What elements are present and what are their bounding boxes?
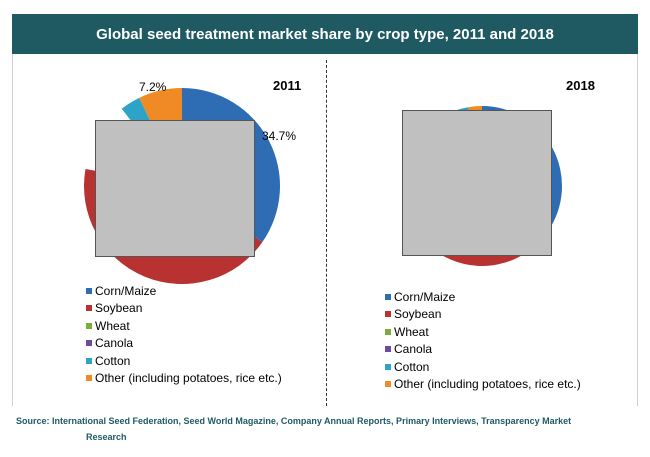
legend-swatch-canola	[385, 346, 391, 353]
legend-swatch-corn-maize	[385, 293, 391, 300]
legend-swatch-other-including-potatoes-rice-etc	[385, 381, 391, 388]
legend-item-soybean-2018: Soybean	[385, 306, 581, 324]
chart-title: Global seed treatment market share by cr…	[12, 14, 638, 54]
legend-swatch-soybean	[385, 311, 391, 318]
legend-item-cotton-2011: Cotton	[86, 352, 282, 370]
legend-swatch-other-including-potatoes-rice-etc	[86, 375, 92, 382]
legend-swatch-wheat	[86, 322, 92, 329]
chart-frame	[12, 54, 638, 406]
legend-item-soybean-2011: Soybean	[86, 300, 282, 318]
legend-item-other-including-potatoes-rice-etc-2018: Other (including potatoes, rice etc.)	[385, 376, 581, 394]
legend-2011: Corn/Maize Soybean Wheat Canola Cotton Other …	[86, 282, 282, 387]
image-placeholder-2011	[95, 120, 255, 257]
legend-item-other-including-potatoes-rice-etc-2011: Other (including potatoes, rice etc.)	[86, 370, 282, 388]
legend-label-other-including-potatoes-rice-etc: Other (including potatoes, rice etc.)	[95, 371, 282, 386]
legend-swatch-corn-maize	[86, 287, 92, 294]
legend-item-wheat-2018: Wheat	[385, 323, 581, 341]
source-line-1: Source: International Seed Federation, S…	[16, 416, 572, 426]
legend-label-soybean: Soybean	[95, 301, 143, 316]
legend-swatch-cotton	[86, 357, 92, 364]
legend-item-corn-maize-2018: Corn/Maize	[385, 288, 581, 306]
year-label-2011: 2011	[273, 78, 302, 93]
legend-label-cotton: Cotton	[394, 359, 430, 374]
legend-label-corn-maize: Corn/Maize	[95, 283, 157, 298]
panel-divider	[326, 60, 327, 406]
legend-label-canola: Canola	[95, 336, 134, 351]
legend-label-cotton: Cotton	[95, 353, 131, 368]
legend-item-wheat-2011: Wheat	[86, 317, 282, 335]
legend-label-wheat: Wheat	[95, 318, 130, 333]
legend-2018: Corn/Maize Soybean Wheat Canola Cotton Other …	[385, 288, 581, 393]
year-label-2018: 2018	[566, 78, 595, 93]
legend-label-canola: Canola	[394, 342, 433, 357]
legend-item-canola-2018: Canola	[385, 341, 581, 359]
source-note: Source: International Seed Federation, S…	[16, 413, 616, 445]
data-label-other-2011: 7.2%	[139, 80, 167, 94]
image-placeholder-2018	[402, 110, 552, 256]
legend-item-corn-maize-2011: Corn/Maize	[86, 282, 282, 300]
source-line-2: Research	[86, 432, 127, 442]
legend-item-cotton-2018: Cotton	[385, 358, 581, 376]
data-label-corn-2011: 34.7%	[262, 129, 297, 143]
legend-swatch-canola	[86, 340, 92, 347]
legend-item-canola-2011: Canola	[86, 335, 282, 353]
legend-label-corn-maize: Corn/Maize	[394, 289, 456, 304]
legend-label-wheat: Wheat	[394, 324, 429, 339]
legend-swatch-soybean	[86, 305, 92, 312]
legend-swatch-wheat	[385, 328, 391, 335]
legend-swatch-cotton	[385, 363, 391, 370]
legend-label-soybean: Soybean	[394, 307, 442, 322]
legend-label-other-including-potatoes-rice-etc: Other (including potatoes, rice etc.)	[394, 377, 581, 392]
